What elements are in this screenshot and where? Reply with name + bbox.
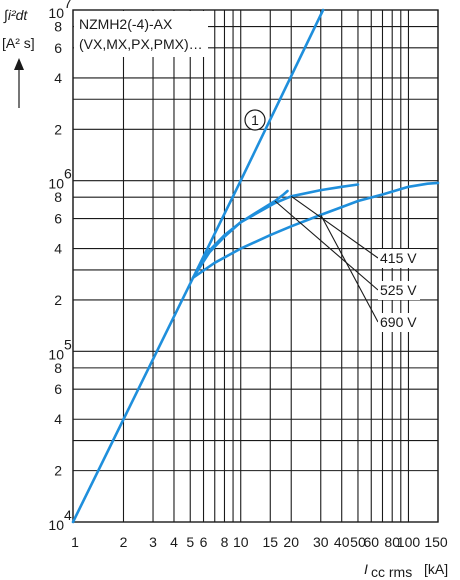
y-tick-label: 4 [54, 241, 62, 257]
title-line: (VX,MX,PX,PMX)… [79, 36, 203, 52]
series-line-2 [191, 189, 289, 279]
y-tick-label: 6 [54, 211, 62, 227]
x-tick-label: 100 [397, 534, 421, 550]
axis-labels: ∫i²dt [A² s] I cc rms [kA] [2, 7, 448, 580]
y-tick-exponent: 6 [64, 166, 72, 182]
x-axis-label: I [364, 561, 368, 577]
y-tick-label: 4 [54, 411, 62, 427]
voltage-label: 690 V [380, 314, 417, 330]
plot-frame [72, 9, 439, 523]
x-tick-label: 40 [334, 534, 350, 550]
voltage-label-bg [378, 249, 420, 268]
y-tick-label: 2 [54, 292, 62, 308]
voltage-label-bg [378, 281, 420, 300]
x-tick-label: 20 [283, 534, 299, 550]
x-tick-label: 3 [149, 534, 157, 550]
voltage-label-bg [378, 313, 420, 332]
y-tick-label: 6 [54, 40, 62, 56]
leader-line [290, 195, 379, 259]
y-tick-label: 2 [54, 121, 62, 137]
x-tick-label: 10 [233, 534, 249, 550]
y-tick-label: 10 [48, 517, 64, 533]
leader-line [320, 214, 379, 323]
series-line-0 [71, 8, 325, 524]
title-box: NZMH2(-4)-AX (VX,MX,PX,PMX)… [74, 11, 208, 57]
y-tick-label: 8 [54, 19, 62, 35]
x-tick-label: 6 [200, 534, 208, 550]
voltage-label: 525 V [380, 282, 417, 298]
voltage-label: 415 V [380, 250, 417, 266]
y-tick-label: 10 [48, 346, 64, 362]
y-tick-label: 6 [54, 381, 62, 397]
leader-line [274, 200, 379, 291]
y-tick-exponent: 5 [64, 336, 72, 352]
x-tick-label: 5 [186, 534, 194, 550]
x-tick-label: 30 [313, 534, 329, 550]
x-tick-label: 150 [424, 534, 448, 550]
x-tick-label: 1 [71, 534, 79, 550]
x-tick-label: 2 [120, 534, 128, 550]
annotations: 1 415 V 525 V 690 V [244, 109, 420, 332]
x-tick-label: 4 [170, 534, 178, 550]
curve-marker-circle [244, 109, 266, 131]
grid [72, 9, 439, 523]
y-tick-exponent: 7 [64, 0, 72, 11]
x-axis-subscript: cc rms [371, 564, 412, 580]
y-axis-arrow-icon [14, 58, 24, 70]
title-line: NZMH2(-4)-AX [79, 16, 173, 32]
x-tick-label: 50 [350, 534, 366, 550]
y-axis-label: ∫i²dt [3, 7, 28, 24]
x-tick-label: 15 [262, 534, 278, 550]
y-tick-label: 2 [54, 463, 62, 479]
y-tick-label: 10 [48, 5, 64, 21]
y-tick-label: 8 [54, 360, 62, 376]
series-line-3 [191, 181, 440, 279]
y-tick-exponent: 4 [64, 507, 72, 523]
x-tick-label: 80 [384, 534, 400, 550]
y-tick-label: 10 [48, 176, 64, 192]
x-axis-unit: [kA] [424, 561, 448, 577]
y-axis-unit: [A² s] [2, 35, 35, 51]
x-tick-label: 60 [363, 534, 379, 550]
y-tick-label: 8 [54, 189, 62, 205]
series-line-1 [191, 183, 360, 279]
curve-marker-label: 1 [251, 112, 259, 128]
x-tick-label: 8 [221, 534, 229, 550]
series-layer [71, 8, 440, 524]
y-tick-label: 4 [54, 70, 62, 86]
title-box-background [74, 11, 208, 57]
